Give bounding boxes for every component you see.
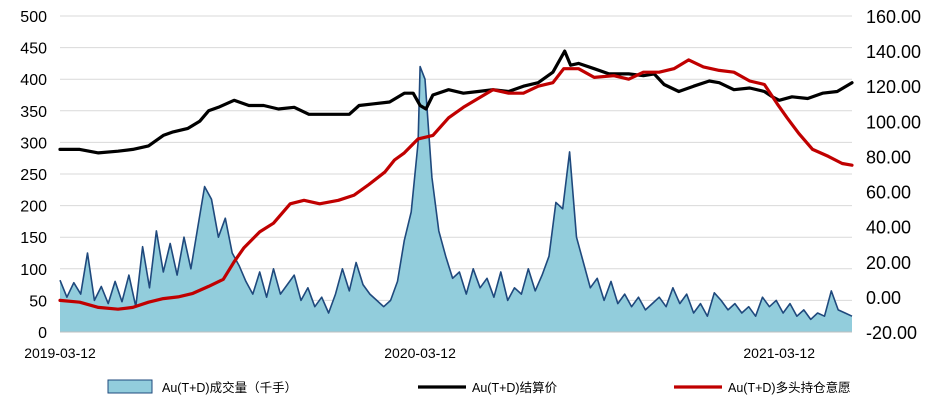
axes: 0 50 100 150 200 250 300 350 400 450 500 -20.00 0.00…: [20, 7, 921, 361]
y-left-tick-label: 0: [38, 325, 47, 342]
x-tick-label: 2019-03-12: [24, 345, 96, 361]
y-right-tick-label: 20.00: [866, 253, 911, 273]
y-right-tick-label: 80.00: [866, 147, 911, 167]
long-position-line: [58, 58, 854, 311]
volume-area-fill: [60, 66, 852, 332]
price-lines-layer: [58, 49, 854, 311]
y-right-tick-label: 160.00: [866, 7, 921, 27]
y-left-tick-label: 50: [29, 293, 47, 310]
y-left-tick-label: 150: [20, 230, 47, 247]
y-left-tick-label: 200: [20, 199, 47, 216]
y-right-tick-label: 140.00: [866, 42, 921, 62]
legend-label: Au(T+D)结算价: [472, 380, 558, 395]
y-right-tick-label: 0.00: [866, 288, 901, 308]
legend: Au(T+D)成交量（千手） Au(T+D)结算价 Au(T+D)多头持仓意愿: [107, 379, 851, 395]
y-left-tick-label: 350: [20, 104, 47, 121]
y-right-tick-label: -20.00: [866, 323, 917, 343]
y-left-tick-label: 500: [20, 9, 47, 26]
y-left-tick-label: 300: [20, 135, 47, 152]
y-right-tick-label: 60.00: [866, 183, 911, 203]
y-right-tick-label: 100.00: [866, 112, 921, 132]
y-left-tick-label: 400: [20, 72, 47, 89]
legend-label: Au(T+D)多头持仓意愿: [728, 380, 851, 395]
x-tick-label: 2020-03-12: [384, 345, 456, 361]
y-left-tick-label: 100: [20, 262, 47, 279]
legend-swatch-volume: [107, 379, 153, 394]
y-right-tick-label: 40.00: [866, 218, 911, 238]
legend-label: Au(T+D)成交量（千手）: [162, 380, 297, 395]
y-left-tick-label: 250: [20, 167, 47, 184]
settlement-price-line: [58, 49, 854, 155]
volume-area-outline: [59, 65, 853, 321]
y-left-tick-label: 450: [20, 41, 47, 58]
y-right-tick-label: 120.00: [866, 77, 921, 97]
x-tick-label: 2021-03-12: [743, 345, 815, 361]
volume-area-layer: [59, 65, 853, 332]
